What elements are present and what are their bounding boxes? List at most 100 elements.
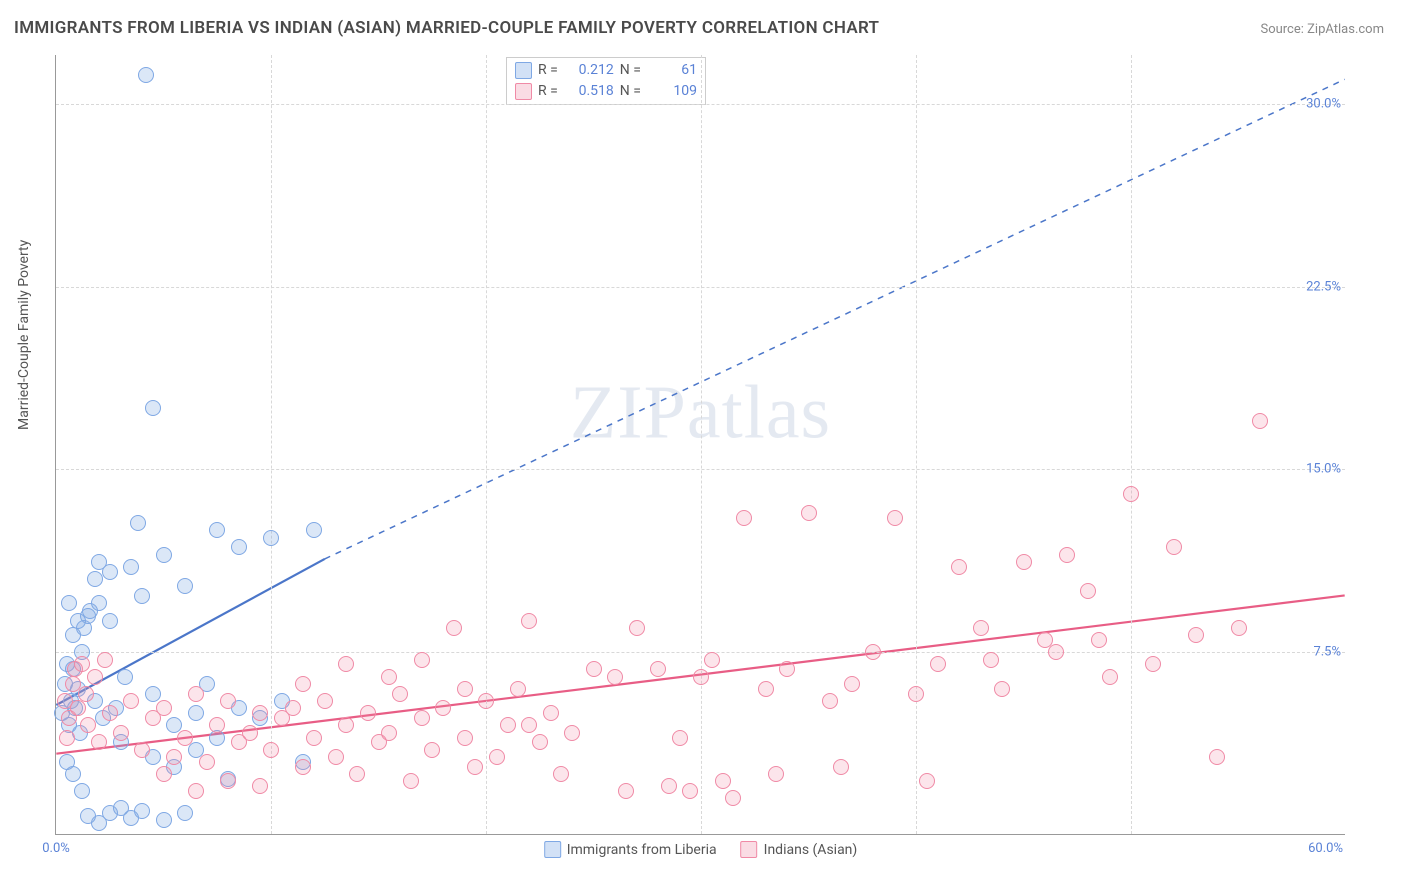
scatter-point: [478, 693, 494, 709]
scatter-point: [134, 742, 150, 758]
scatter-point: [61, 595, 77, 611]
legend-item-liberia: Immigrants from Liberia: [544, 841, 717, 858]
scatter-point: [801, 505, 817, 521]
scatter-point: [102, 564, 118, 580]
scatter-point: [489, 749, 505, 765]
scatter-point: [252, 778, 268, 794]
scatter-point: [349, 766, 365, 782]
scatter-point: [553, 766, 569, 782]
scatter-point: [61, 710, 77, 726]
scatter-point: [263, 530, 279, 546]
chart-title: IMMIGRANTS FROM LIBERIA VS INDIAN (ASIAN…: [14, 18, 879, 38]
y-tick-label: 7.5%: [1313, 645, 1341, 660]
legend-row-indians: R = 0.518 N = 109: [515, 81, 697, 102]
scatter-point: [338, 717, 354, 733]
scatter-point: [295, 759, 311, 775]
scatter-point: [1016, 554, 1032, 570]
scatter-point: [1166, 539, 1182, 555]
scatter-point: [618, 783, 634, 799]
scatter-point: [435, 700, 451, 716]
scatter-point: [188, 686, 204, 702]
y-tick-label: 30.0%: [1306, 96, 1341, 111]
scatter-point: [306, 522, 322, 538]
scatter-point: [521, 717, 537, 733]
scatter-point: [457, 730, 473, 746]
scatter-point: [510, 681, 526, 697]
scatter-point: [91, 734, 107, 750]
scatter-point: [457, 681, 473, 697]
series-legend: Immigrants from Liberia Indians (Asian): [544, 841, 858, 858]
scatter-point: [78, 686, 94, 702]
scatter-point: [59, 730, 75, 746]
scatter-point: [682, 783, 698, 799]
gridline-vertical: [486, 55, 487, 834]
scatter-point: [328, 749, 344, 765]
scatter-point: [242, 725, 258, 741]
scatter-point: [607, 669, 623, 685]
scatter-point: [188, 783, 204, 799]
scatter-point: [414, 652, 430, 668]
scatter-point: [156, 547, 172, 563]
gridline-vertical: [701, 55, 702, 834]
scatter-point: [338, 656, 354, 672]
scatter-point: [67, 661, 83, 677]
correlation-legend: R = 0.212 N = 61 R = 0.518 N = 109: [506, 57, 706, 105]
legend-swatch-pink-icon: [741, 841, 758, 858]
scatter-point: [1123, 486, 1139, 502]
scatter-point: [1091, 632, 1107, 648]
scatter-point: [177, 578, 193, 594]
scatter-point: [113, 725, 129, 741]
scatter-point: [57, 693, 73, 709]
scatter-point: [930, 656, 946, 672]
scatter-point: [392, 686, 408, 702]
scatter-point: [973, 620, 989, 636]
scatter-point: [564, 725, 580, 741]
scatter-point: [220, 773, 236, 789]
scatter-point: [177, 805, 193, 821]
scatter-point: [1209, 749, 1225, 765]
scatter-point: [833, 759, 849, 775]
scatter-point: [1080, 583, 1096, 599]
scatter-point: [725, 790, 741, 806]
scatter-point: [1145, 656, 1161, 672]
legend-swatch-blue-icon: [544, 841, 561, 858]
scatter-point: [360, 705, 376, 721]
scatter-point: [983, 652, 999, 668]
scatter-point: [76, 620, 92, 636]
scatter-point: [779, 661, 795, 677]
scatter-point: [844, 676, 860, 692]
scatter-point: [177, 730, 193, 746]
scatter-point: [156, 812, 172, 828]
scatter-point: [768, 766, 784, 782]
gridline-vertical: [1131, 55, 1132, 834]
scatter-point: [693, 669, 709, 685]
scatter-point: [736, 510, 752, 526]
scatter-point: [65, 766, 81, 782]
scatter-point: [467, 759, 483, 775]
y-tick-label: 22.5%: [1306, 279, 1341, 294]
scatter-point: [123, 559, 139, 575]
scatter-point: [381, 725, 397, 741]
source-label: Source: ZipAtlas.com: [1260, 22, 1384, 37]
scatter-point: [521, 613, 537, 629]
scatter-point: [156, 700, 172, 716]
scatter-point: [1059, 547, 1075, 563]
scatter-point: [80, 717, 96, 733]
scatter-point: [650, 661, 666, 677]
scatter-point: [1252, 413, 1268, 429]
scatter-point: [220, 693, 236, 709]
scatter-point: [1102, 669, 1118, 685]
scatter-point: [532, 734, 548, 750]
scatter-point: [1188, 627, 1204, 643]
gridline-vertical: [916, 55, 917, 834]
scatter-point: [317, 693, 333, 709]
gridline-vertical: [271, 55, 272, 834]
scatter-point: [446, 620, 462, 636]
scatter-point: [424, 742, 440, 758]
scatter-point: [629, 620, 645, 636]
scatter-point: [414, 710, 430, 726]
scatter-point: [994, 681, 1010, 697]
scatter-point: [263, 742, 279, 758]
scatter-point: [209, 717, 225, 733]
scatter-point: [188, 705, 204, 721]
